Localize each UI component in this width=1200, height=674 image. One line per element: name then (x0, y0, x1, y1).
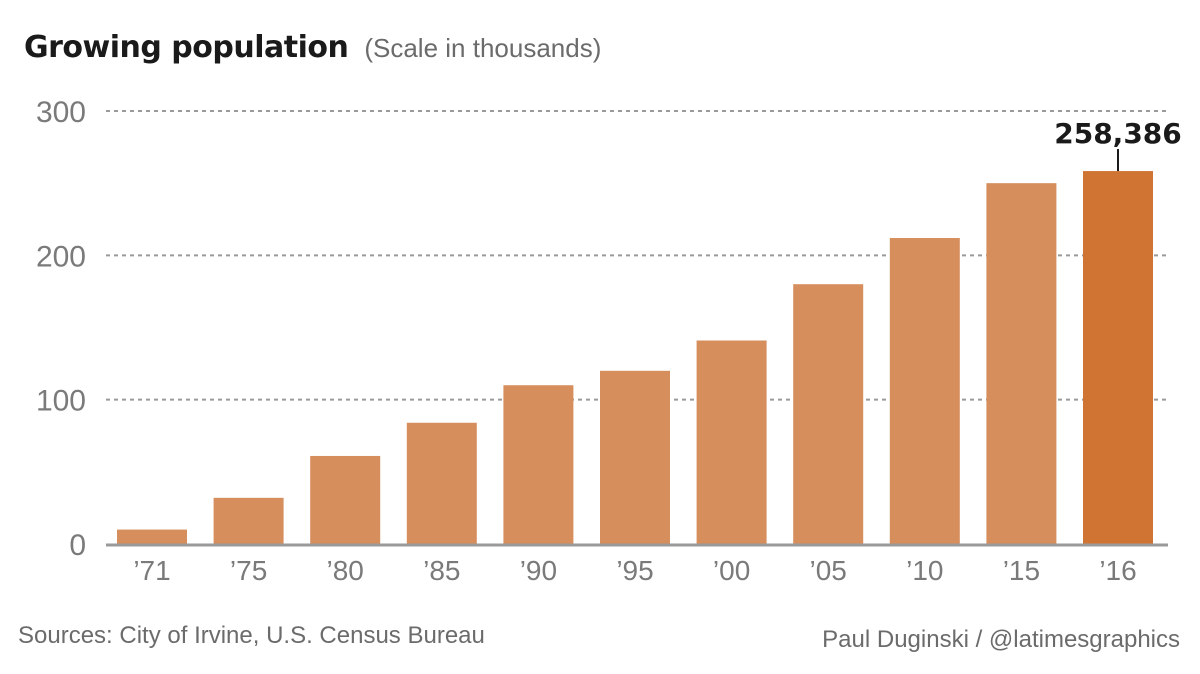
bar-7 (793, 284, 864, 544)
bar-10 (1083, 171, 1153, 544)
bar-5 (600, 370, 670, 544)
x-tick-label: ’95 (616, 555, 653, 586)
chart-subtitle: (Scale in thousands) (364, 33, 602, 63)
source-note: Sources: City of Irvine, U.S. Census Bur… (18, 622, 485, 649)
x-tick-label: ’71 (133, 555, 170, 586)
y-tick-label: 100 (36, 385, 86, 418)
credit-note: Paul Duginski / @latimesgraphics (822, 626, 1180, 653)
bar-0 (117, 529, 187, 544)
x-tick-label: ’00 (713, 555, 750, 586)
bar-3 (406, 422, 477, 544)
x-tick-label: ’75 (230, 555, 267, 586)
bar-layer (117, 171, 1153, 544)
chart-header: Growing population (Scale in thousands) (24, 30, 601, 65)
x-tick-label: ’90 (520, 555, 557, 586)
x-tick-label: ’15 (1003, 555, 1040, 586)
x-tick-label: ’05 (810, 555, 847, 586)
bar-1 (213, 497, 284, 544)
y-tick-label: 200 (36, 240, 86, 273)
bar-6 (696, 340, 767, 544)
x-tick-label: ’10 (906, 555, 943, 586)
x-tick-label: ’85 (423, 555, 460, 586)
x-tick-label: ’80 (327, 555, 364, 586)
highlight-value-label: 258,386 (1054, 117, 1182, 150)
bar-2 (310, 455, 381, 544)
bar-9 (986, 183, 1057, 544)
x-tick-label: ’16 (1099, 555, 1136, 586)
y-tick-label: 300 (36, 96, 86, 129)
chart-title: Growing population (24, 30, 349, 65)
y-tick-label: 0 (69, 529, 86, 562)
label-layer: 258,386 (1054, 117, 1182, 172)
bar-8 (889, 238, 960, 544)
axis-layer: 0 100 200 300 ’71 ’75 ’80 ’85 ’90 ’95 ’00 ’05 ’10 ’15… (36, 96, 1168, 586)
bar-4 (503, 385, 574, 544)
